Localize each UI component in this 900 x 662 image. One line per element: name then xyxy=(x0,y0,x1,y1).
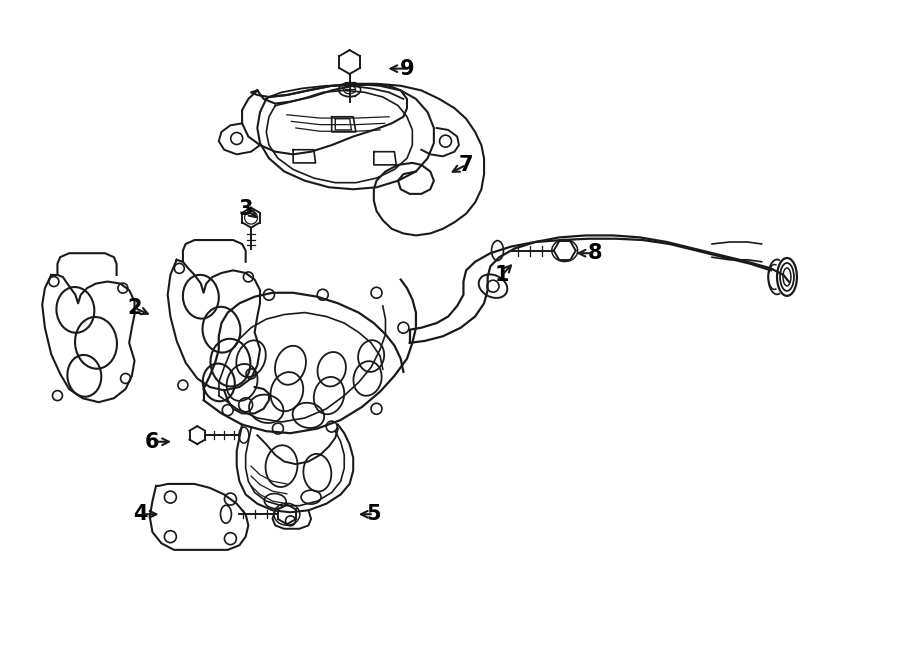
Text: 3: 3 xyxy=(238,199,253,219)
Text: 9: 9 xyxy=(400,59,414,79)
Text: 2: 2 xyxy=(127,298,142,318)
Text: 4: 4 xyxy=(133,504,148,524)
Text: 7: 7 xyxy=(459,155,473,175)
Text: 8: 8 xyxy=(588,243,602,263)
Text: 1: 1 xyxy=(495,265,509,285)
Text: 6: 6 xyxy=(145,432,159,451)
Text: 5: 5 xyxy=(366,504,381,524)
